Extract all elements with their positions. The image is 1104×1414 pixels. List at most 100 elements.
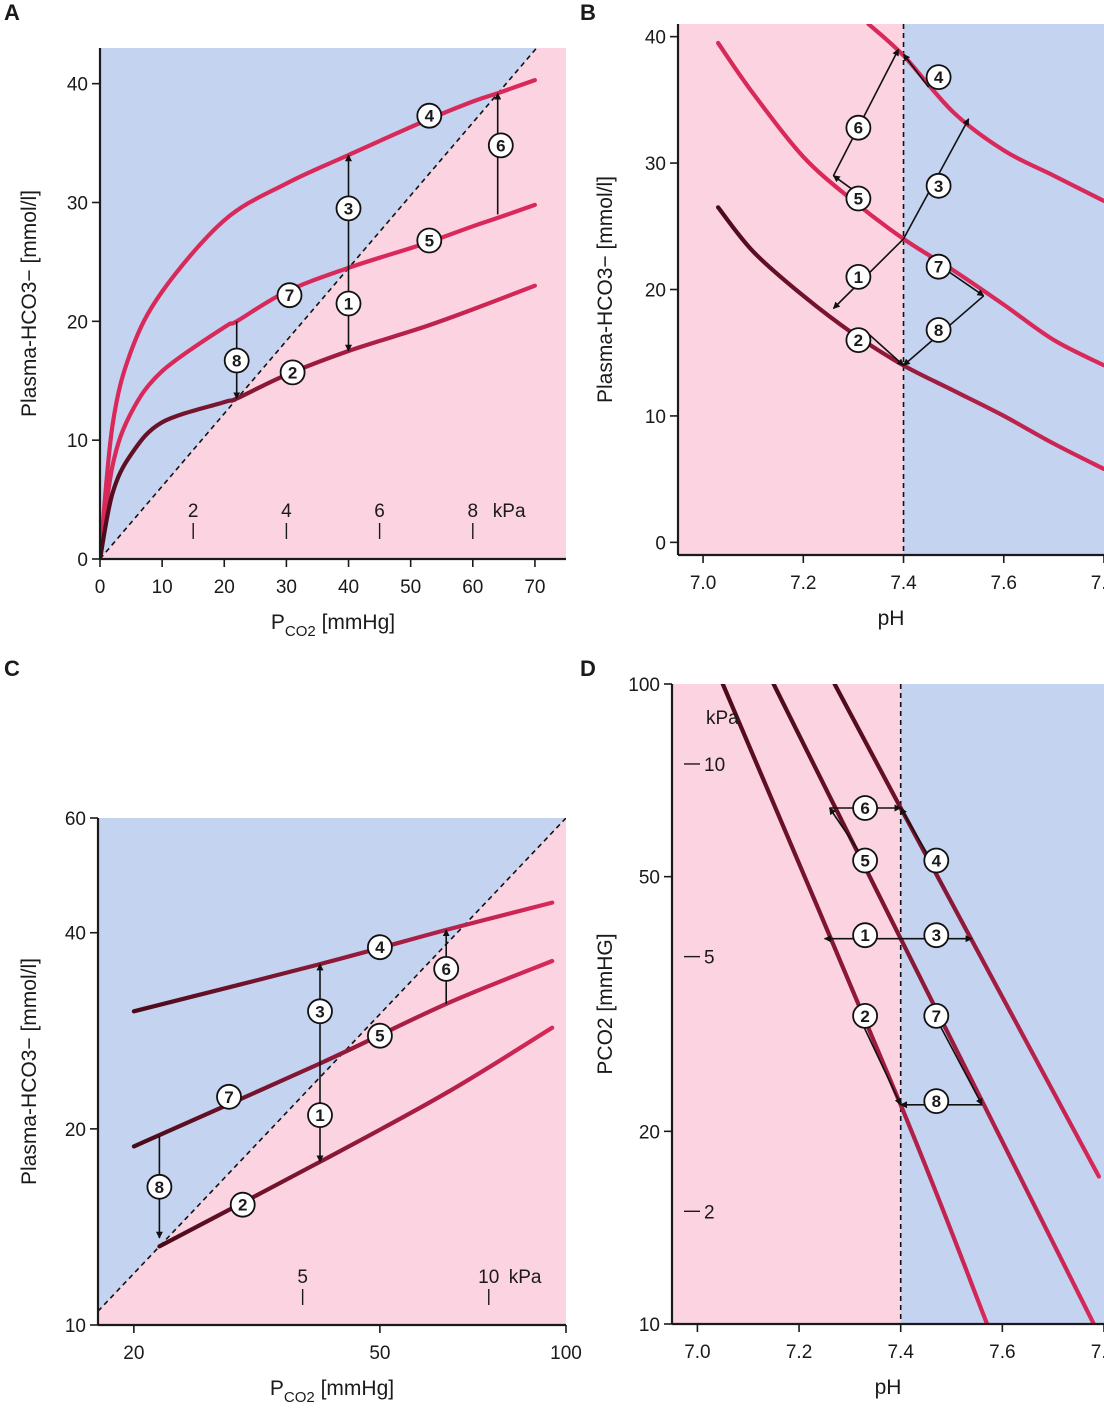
kpa-tick-label: 2	[704, 1202, 715, 1223]
step-bubble-4: 4	[366, 934, 393, 961]
step-bubble-label: 7	[932, 1007, 941, 1026]
y-tick-label: 20	[639, 1122, 660, 1143]
x-tick-label: 7.0	[690, 573, 716, 594]
step-bubble-circle	[923, 1003, 950, 1029]
step-bubble-circle	[845, 185, 872, 212]
x-tick-label: 7.2	[786, 1342, 812, 1363]
arrow-2	[867, 333, 905, 366]
step-bubble-circle	[216, 1083, 242, 1110]
step-bubble-circle	[845, 327, 872, 354]
panel-c-axes: 10 20 40 60 20 50 100	[65, 809, 582, 1364]
step-bubble-circle	[279, 359, 306, 386]
step-bubble-5: 5	[845, 185, 872, 212]
kpa-tick-label: 6	[374, 501, 385, 522]
panel-c-bubbles: 1 2 3 4 5 6 7 8	[146, 934, 460, 1218]
step-bubble-circle	[845, 114, 872, 141]
x-axis-label: PCO2 [mmHg]	[271, 611, 395, 640]
kpa-axis: 5 10 kPa	[297, 1267, 542, 1305]
curve-middle	[131, 958, 555, 1149]
step-bubble-circle	[852, 1003, 878, 1029]
step-bubble-4: 4	[923, 847, 950, 874]
curve-middle	[771, 684, 1096, 1324]
step-bubble-1: 1	[307, 1102, 333, 1128]
y-tick-label: 50	[639, 868, 660, 889]
step-bubble-circle	[433, 956, 460, 982]
step-bubble-label: 8	[155, 1178, 164, 1197]
y-tick-label: 20	[645, 281, 666, 302]
panel-b: 1 2 3 4 5 6 7 8 0 10 20 30 40 7.0 7.2 7.4 7.6 7.8 BpH Plasm…	[580, 0, 1104, 630]
y-tick-label: 10	[639, 1315, 660, 1336]
step-bubble-circle	[335, 195, 362, 222]
x-tick-label: 60	[462, 577, 483, 598]
step-bubble-circle	[852, 922, 878, 949]
y-tick-label: 20	[67, 312, 88, 333]
y-axis-label: Plasma-HCO3− [mmol/l]	[18, 190, 41, 417]
step-bubble-circle	[923, 922, 950, 949]
step-bubble-label: 6	[441, 960, 450, 979]
step-bubble-5: 5	[416, 227, 443, 254]
y-tick-label: 20	[65, 1120, 86, 1141]
y-tick-label: 30	[645, 154, 666, 175]
step-bubble-4: 4	[416, 102, 443, 129]
kpa-tick-label: 8	[468, 501, 479, 522]
step-bubble-label: 8	[932, 1092, 941, 1111]
step-bubble-circle	[923, 847, 950, 874]
y-tick-label: 30	[67, 193, 88, 214]
arrow-7	[935, 1018, 983, 1106]
step-bubble-6: 6	[852, 795, 878, 821]
step-bubble-label: 8	[934, 321, 943, 340]
step-bubble-circle	[852, 795, 878, 821]
panel-b-bubbles: 1 2 3 4 5 6 7 8	[845, 64, 952, 354]
curve-upper	[866, 24, 1104, 204]
x-tick-label: 10	[152, 577, 173, 598]
step-bubble-label: 3	[344, 199, 353, 218]
panel-c: 1 2 3 4 5 6 7 8 10 20 40 60 20 50 100 5 10 kPa C PCO2 [mmHg…	[4, 656, 582, 1406]
panel-d: 1 2 3 4 5 6 7 8 10 20 50 100 7.0 7.2 7.4 7.6 7.8 2 5 10 kPa D…	[580, 656, 1104, 1399]
step-bubble-5: 5	[366, 1022, 393, 1049]
step-bubble-label: 4	[375, 938, 385, 957]
step-bubble-1: 1	[845, 263, 872, 290]
y-axis-label: Plasma-HCO3− [mmol/l]	[594, 176, 617, 403]
panel-label: C	[4, 656, 20, 681]
panel-label: A	[4, 0, 20, 25]
step-bubble-label: 8	[232, 352, 241, 371]
step-bubble-circle	[416, 102, 443, 129]
step-bubble-label: 3	[934, 177, 943, 196]
step-bubble-label: 4	[934, 68, 944, 87]
x-tick-label: 7.2	[790, 573, 816, 594]
step-bubble-7: 7	[923, 1003, 950, 1029]
step-bubble-label: 1	[860, 926, 869, 945]
kpa-tick-label: 2	[188, 501, 199, 522]
step-bubble-circle	[366, 934, 393, 961]
kpa-axis: 2 4 6 8 kPa	[188, 501, 526, 539]
step-bubble-label: 5	[860, 852, 869, 871]
panel-a-bubbles: 1 2 3 4 5 6 7 8	[223, 102, 514, 386]
step-bubble-label: 4	[932, 852, 942, 871]
panel-d-axes: 10 20 50 100 7.0 7.2 7.4 7.6 7.8	[628, 675, 1104, 1363]
step-bubble-8: 8	[923, 1088, 950, 1114]
step-bubble-3: 3	[923, 922, 950, 949]
x-axis-label: pH	[878, 607, 905, 630]
step-bubble-3: 3	[925, 172, 952, 199]
step-bubble-label: 1	[315, 1106, 324, 1125]
step-bubble-label: 2	[860, 1007, 869, 1026]
y-tick-label: 40	[65, 924, 86, 945]
kpa-axis: 2 5 10 kPa	[684, 708, 739, 1223]
x-axis-label: pH	[875, 1376, 902, 1399]
step-bubble-2: 2	[229, 1191, 256, 1218]
step-bubble-circle	[925, 172, 952, 199]
step-bubble-label: 1	[344, 295, 353, 314]
step-bubble-circle	[923, 1088, 950, 1114]
x-tick-label: 30	[276, 577, 297, 598]
step-bubble-circle	[487, 132, 514, 159]
arrow-4	[902, 53, 930, 88]
step-bubble-3: 3	[335, 195, 362, 222]
step-bubble-label: 6	[860, 799, 869, 818]
step-bubble-label: 2	[854, 331, 863, 350]
step-bubble-2: 2	[845, 327, 872, 354]
kpa-tick-label: 10	[704, 755, 725, 776]
step-bubble-label: 2	[288, 363, 297, 382]
kpa-unit-label: kPa	[706, 708, 739, 729]
step-bubble-circle	[335, 290, 362, 317]
y-axis-label: Plasma-HCO3− [mmol/l]	[18, 958, 41, 1185]
